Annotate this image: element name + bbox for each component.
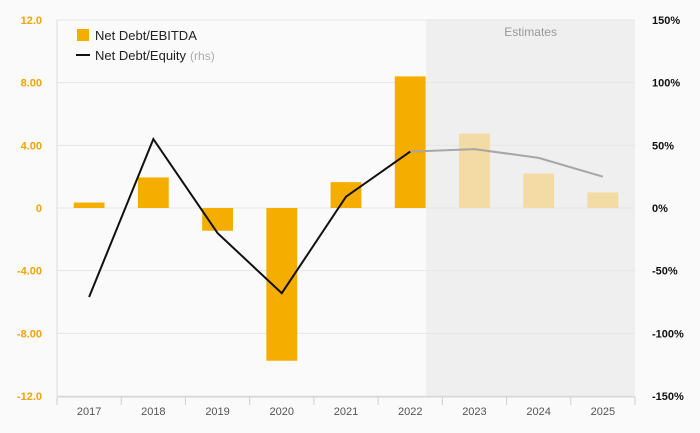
left-tick-label: -4.00	[17, 266, 42, 278]
left-tick-label: 8.00	[21, 78, 42, 90]
right-tick-label: 100%	[652, 78, 680, 90]
right-tick-label: 150%	[652, 15, 680, 27]
bar	[330, 182, 362, 208]
line-series-estimate	[410, 148, 604, 178]
bar-estimate	[523, 173, 555, 208]
left-tick-label: 0	[36, 203, 42, 215]
x-tick-label: 2017	[77, 406, 101, 418]
bar-estimate	[459, 133, 490, 208]
legend-label-bar: Net Debt/EBITDA	[95, 28, 197, 43]
legend-rhs-suffix: (rhs)	[190, 49, 215, 63]
legend-label-line: Net Debt/Equity (rhs)	[95, 48, 215, 63]
bar	[394, 76, 426, 209]
right-tick-label: 0%	[652, 203, 668, 215]
legend-swatch-bar	[77, 29, 89, 41]
x-tick-label: 2019	[205, 406, 229, 418]
bar	[137, 177, 169, 208]
x-tick-label: 2025	[591, 406, 615, 418]
line-series	[88, 136, 411, 298]
x-tick-label: 2022	[398, 406, 422, 418]
right-tick-label: 50%	[652, 140, 674, 152]
estimates-label: Estimates	[504, 25, 557, 39]
left-tick-label: 12.0	[21, 15, 42, 27]
left-tick-label: 4.00	[21, 140, 42, 152]
x-tick-label: 2020	[270, 406, 294, 418]
right-tick-label: -150%	[652, 391, 684, 403]
x-tick-label: 2023	[462, 406, 486, 418]
right-tick-label: -100%	[652, 328, 684, 340]
x-tick-label: 2018	[141, 406, 165, 418]
x-tick-label: 2024	[526, 406, 550, 418]
right-tick-label: -50%	[652, 266, 678, 278]
left-tick-label: -8.00	[17, 328, 42, 340]
left-tick-label: -12.0	[17, 391, 42, 403]
bar	[73, 202, 105, 208]
x-tick-label: 2021	[334, 406, 358, 418]
bar	[202, 208, 233, 231]
bar-estimate	[587, 192, 619, 208]
